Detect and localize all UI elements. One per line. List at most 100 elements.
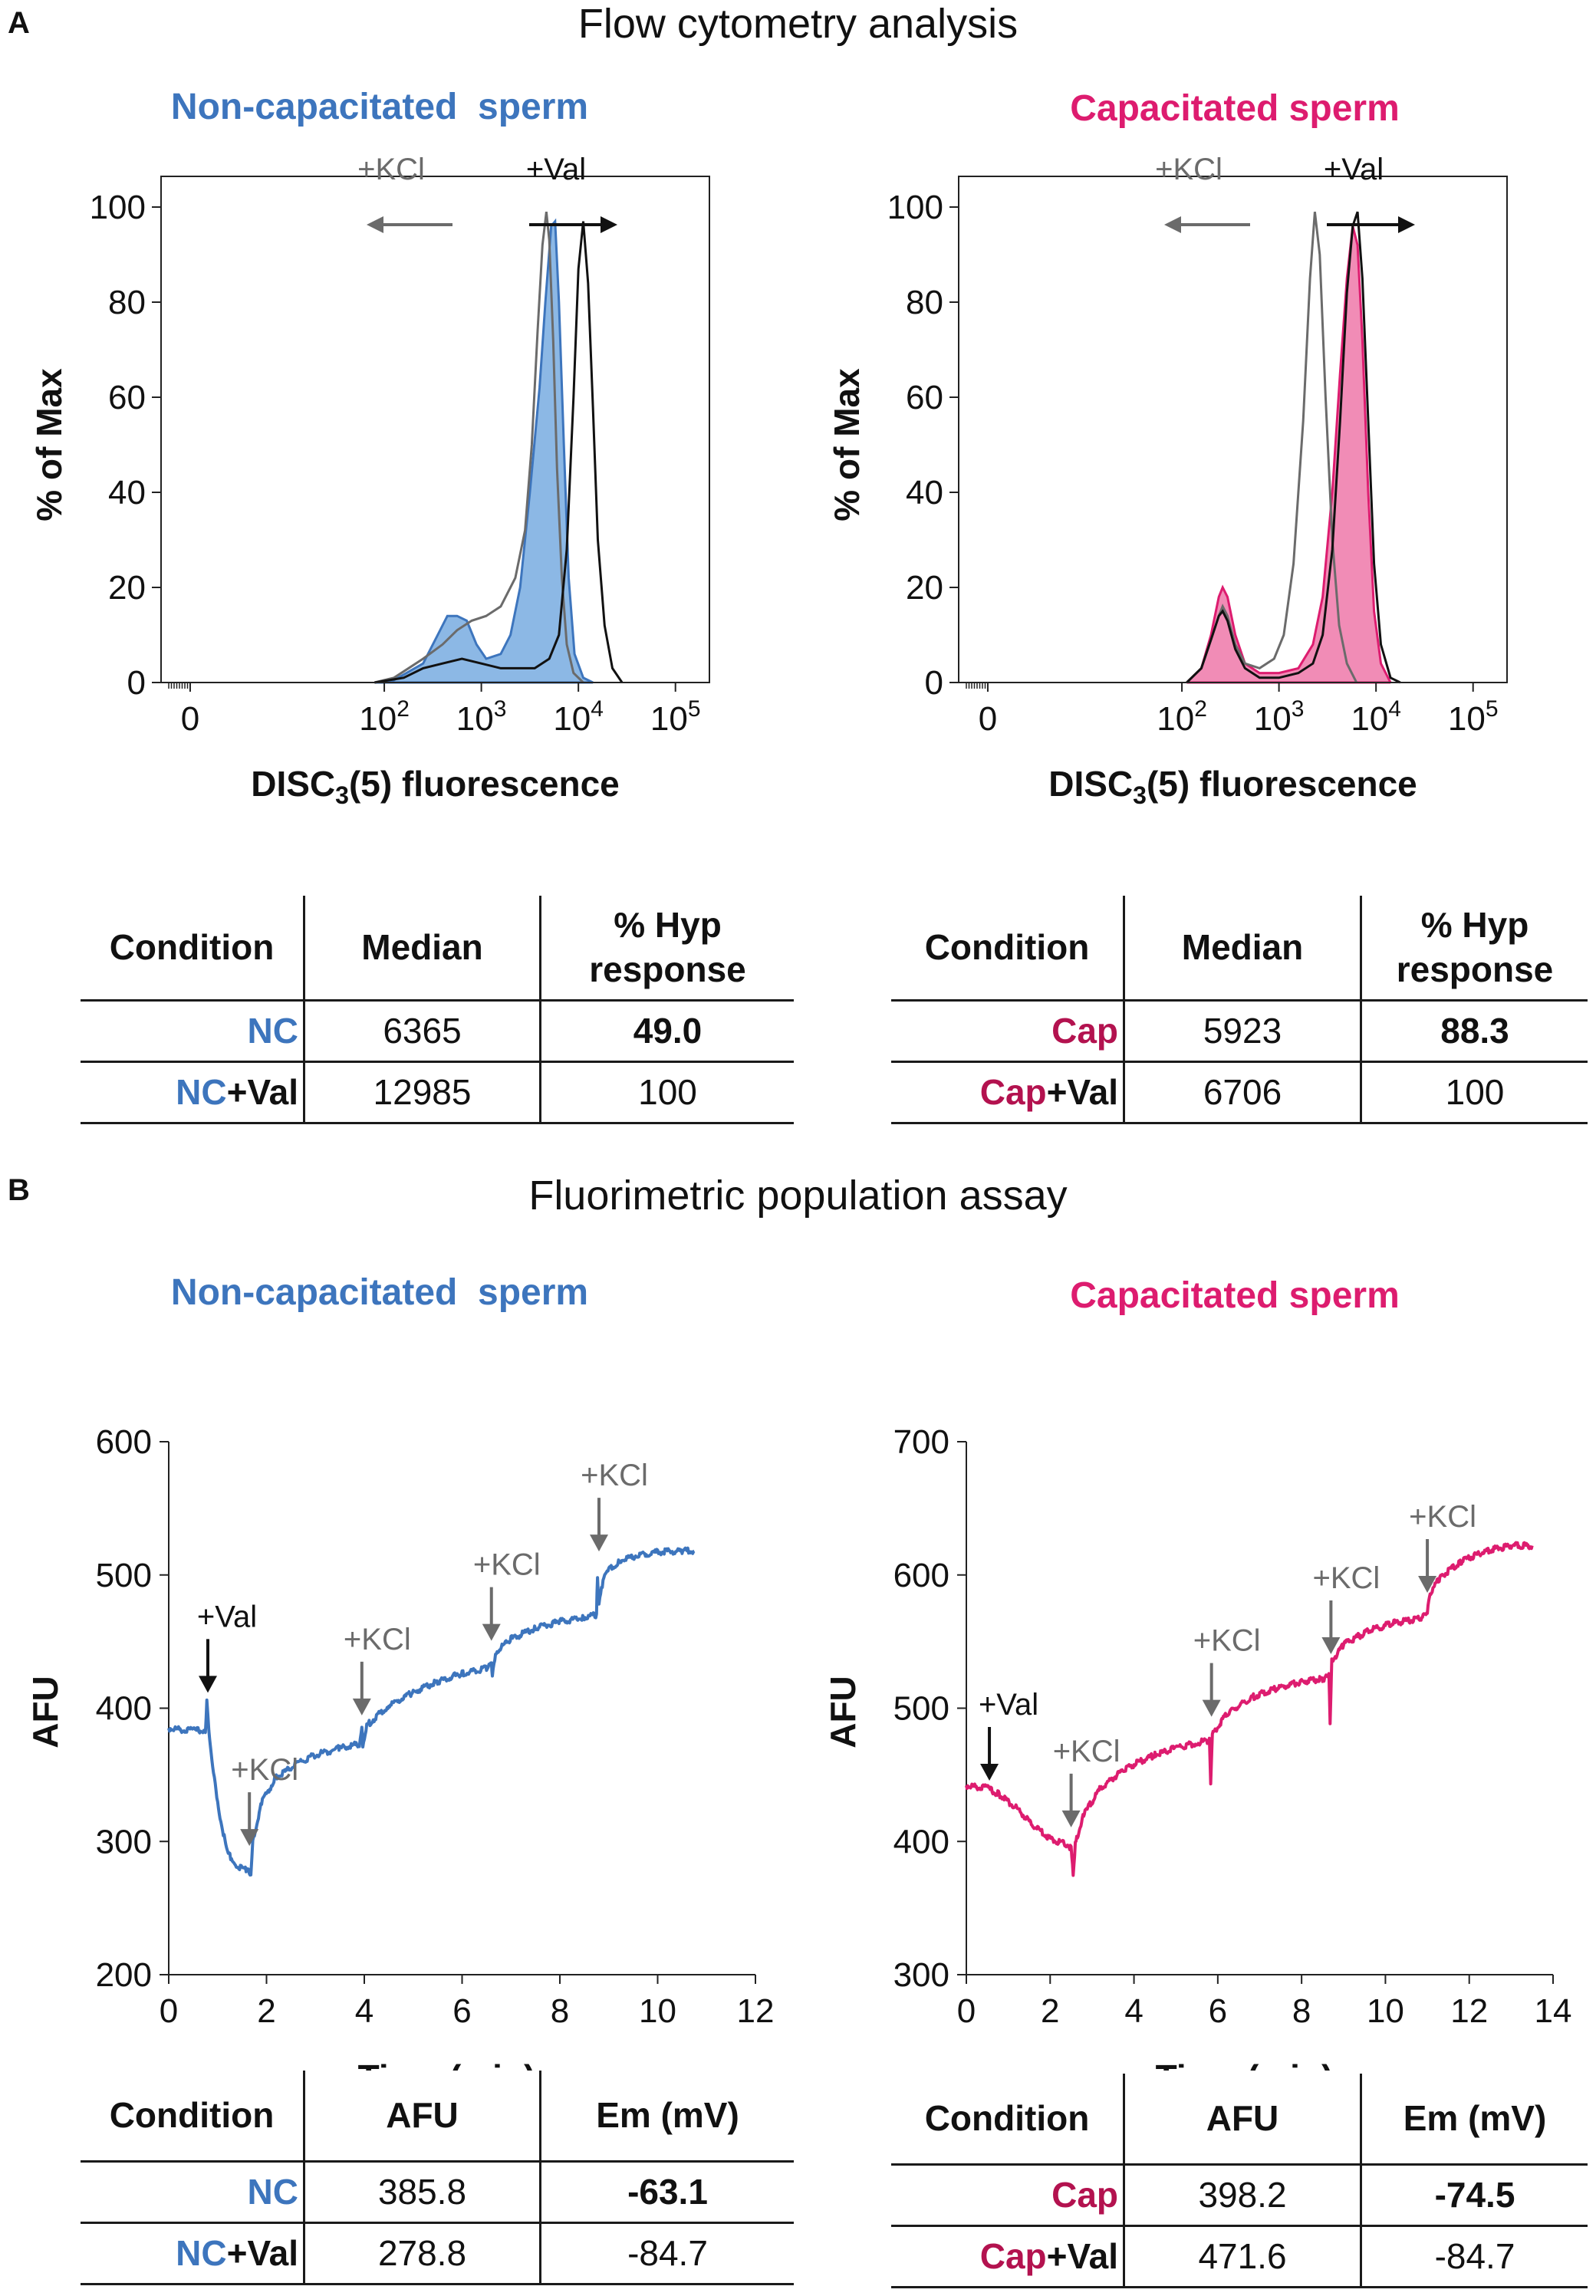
row-median: 6365 bbox=[304, 1000, 541, 1063]
col-condition: Condition bbox=[81, 2071, 305, 2163]
row-afu: 471.6 bbox=[1124, 2225, 1362, 2288]
row-afu: 385.8 bbox=[304, 2161, 541, 2224]
y-tick-label: 700 bbox=[893, 1423, 949, 1461]
y-tick-label: 0 bbox=[925, 664, 943, 702]
y-tick-label: 500 bbox=[96, 1557, 152, 1594]
annotation-label: +KCl bbox=[473, 1548, 541, 1582]
row-condition: NC bbox=[81, 2161, 305, 2224]
chart-a-right-title: Capacitated sperm bbox=[1070, 88, 1400, 129]
table-a-right: Condition Median % Hyp response Cap 5923… bbox=[891, 896, 1588, 1124]
col-afu: AFU bbox=[304, 2071, 541, 2163]
annotation-arrowhead bbox=[1202, 1699, 1221, 1717]
annotation-arrowhead bbox=[1061, 1810, 1081, 1827]
row-response: 49.0 bbox=[540, 1000, 794, 1063]
y-axis-label: AFU bbox=[25, 1676, 65, 1748]
annotation-label: +Val bbox=[979, 1688, 1038, 1722]
annotation-arrowhead bbox=[199, 1676, 217, 1693]
x-tick-label: 6 bbox=[452, 1992, 471, 2030]
y-tick-label: 400 bbox=[893, 1823, 949, 1860]
col-median: Median bbox=[1124, 896, 1362, 1002]
plot-frame bbox=[958, 176, 1508, 683]
chart-b-left-title: Non-capacitated sperm bbox=[170, 1272, 589, 1313]
annotation-label: +Val bbox=[197, 1600, 257, 1633]
y-tick-label: 600 bbox=[96, 1423, 152, 1461]
y-tick-label: 300 bbox=[893, 1956, 949, 1994]
x-tick-label: 105 bbox=[1448, 696, 1499, 738]
y-tick-label: 20 bbox=[108, 569, 146, 607]
col-afu: AFU bbox=[1124, 2074, 1362, 2166]
x-tick-label: 103 bbox=[456, 696, 507, 738]
row-response: 100 bbox=[1361, 1061, 1588, 1124]
series-nc-area bbox=[374, 218, 594, 684]
row-median: 12985 bbox=[304, 1061, 541, 1124]
x-tick-label: 8 bbox=[551, 1992, 569, 2030]
x-tick-label: 102 bbox=[359, 696, 410, 738]
annotation-arrowhead bbox=[352, 1698, 371, 1715]
y-axis-label: % of Max bbox=[827, 368, 867, 521]
x-tick-label: 104 bbox=[1351, 696, 1401, 738]
y-tick-label: 60 bbox=[906, 379, 943, 416]
y-tick-label: 100 bbox=[90, 189, 146, 226]
y-tick-label: 80 bbox=[108, 284, 146, 321]
row-afu: 278.8 bbox=[304, 2222, 541, 2285]
row-median: 5923 bbox=[1124, 1000, 1362, 1063]
col-response: % Hyp response bbox=[1361, 896, 1588, 1002]
col-condition: Condition bbox=[891, 896, 1125, 1002]
row-condition: NC+Val bbox=[81, 1061, 305, 1124]
y-tick-label: 20 bbox=[906, 569, 943, 607]
x-tick-label: 8 bbox=[1292, 1992, 1311, 2030]
annotation-label: +KCl bbox=[1053, 1735, 1120, 1768]
x-tick-label: 2 bbox=[257, 1992, 275, 2030]
annotation-arrowhead bbox=[980, 1764, 999, 1781]
panel-b-title: Fluorimetric population assay bbox=[528, 1173, 1068, 1219]
x-tick-label: 103 bbox=[1254, 696, 1305, 738]
series-cap-area bbox=[1186, 225, 1392, 684]
panel-a-letter: A bbox=[8, 6, 30, 40]
row-em: -63.1 bbox=[540, 2161, 794, 2224]
x-tick-label: 12 bbox=[1450, 1992, 1488, 2030]
y-tick-label: 400 bbox=[96, 1690, 152, 1728]
x-tick-label: 102 bbox=[1157, 696, 1207, 738]
x-tick-label: 4 bbox=[1124, 1992, 1143, 2030]
x-tick-label: 10 bbox=[639, 1992, 676, 2030]
annotation-label: +KCl bbox=[1193, 1624, 1261, 1658]
row-condition: NC bbox=[81, 1000, 305, 1063]
row-response: 100 bbox=[540, 1061, 794, 1124]
plot-frame bbox=[160, 176, 710, 683]
x-tick-label: 0 bbox=[181, 700, 199, 738]
x-tick-label: 10 bbox=[1367, 1992, 1404, 2030]
y-tick-label: 80 bbox=[906, 284, 943, 321]
annotation-label: +KCl bbox=[1409, 1500, 1476, 1534]
col-em: Em (mV) bbox=[1361, 2074, 1588, 2166]
y-tick-label: 0 bbox=[127, 664, 146, 702]
annotation-arrowhead bbox=[482, 1623, 501, 1641]
row-condition: Cap+Val bbox=[891, 2225, 1125, 2288]
chart-a-left-title: Non-capacitated sperm bbox=[170, 87, 589, 127]
x-tick-label: 0 bbox=[160, 1992, 178, 2030]
x-tick-label: 12 bbox=[737, 1992, 775, 2030]
x-tick-label: 105 bbox=[650, 696, 701, 738]
series-nc-trace bbox=[167, 1546, 696, 1877]
annotation-arrowhead bbox=[240, 1829, 259, 1847]
col-condition: Condition bbox=[81, 896, 305, 1002]
row-em: -84.7 bbox=[540, 2222, 794, 2285]
row-condition: Cap bbox=[891, 1000, 1125, 1063]
annotation-label: +KCl bbox=[581, 1459, 648, 1492]
timecourse-capacitated: 300 400 500 600 700 0 2 4 6 8 10 12 14 Time (min) AFU +… bbox=[823, 1423, 1571, 2071]
x-tick-label: 0 bbox=[979, 700, 997, 738]
y-axis-label: % of Max bbox=[29, 368, 69, 521]
y-tick-label: 600 bbox=[893, 1557, 949, 1594]
val-marker-label: +Val bbox=[1324, 153, 1384, 186]
col-median: Median bbox=[304, 896, 541, 1002]
row-em: -84.7 bbox=[1361, 2225, 1588, 2288]
kcl-marker-label: +KCl bbox=[1155, 153, 1223, 186]
x-axis-label: DISC3(5) fluorescence bbox=[1048, 764, 1417, 809]
y-tick-label: 40 bbox=[906, 474, 943, 512]
row-condition: Cap bbox=[891, 2164, 1125, 2227]
annotation-arrowhead bbox=[1321, 1636, 1341, 1654]
annotation-label: +KCl bbox=[1312, 1561, 1380, 1595]
y-tick-label: 300 bbox=[96, 1823, 152, 1860]
x-tick-label: 104 bbox=[553, 696, 604, 738]
y-tick-label: 60 bbox=[108, 379, 146, 416]
x-axis-label: Time (min) bbox=[1156, 2058, 1334, 2071]
